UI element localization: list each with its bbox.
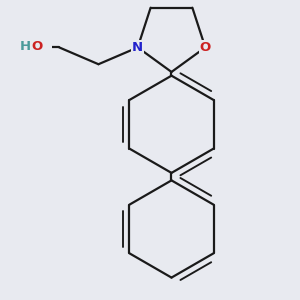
Text: O: O [200,41,211,54]
Text: O: O [31,40,42,53]
Text: H: H [20,40,31,53]
Text: N: N [132,41,143,54]
